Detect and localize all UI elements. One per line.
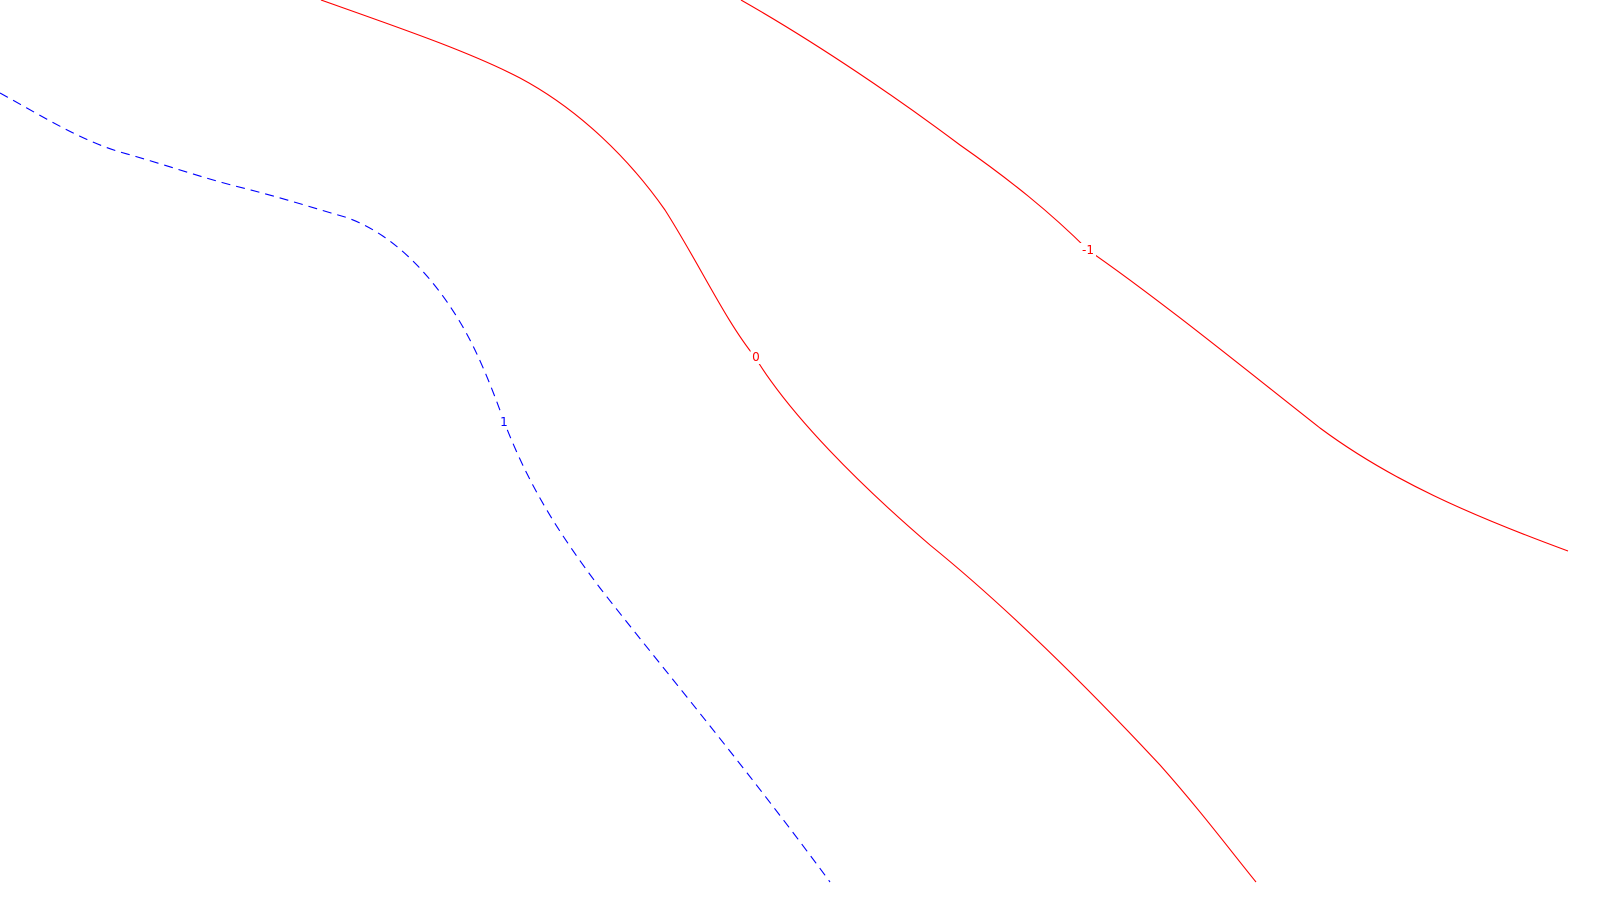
contour-label-level-1: 1	[500, 415, 508, 429]
contour-label-level-0: 0	[752, 350, 760, 364]
contour-labels: 1 0 -1	[498, 243, 1096, 429]
contour-label-gap	[1080, 243, 1096, 257]
contour-lines	[0, 0, 1569, 883]
contour-label-gap	[750, 350, 762, 364]
contour-label-gap	[498, 415, 510, 429]
contour-line-level-0	[320, 0, 1257, 883]
contour-line-level-1	[0, 92, 831, 883]
contour-line-level-neg1	[740, 0, 1569, 552]
contour-label-level-neg1: -1	[1082, 243, 1094, 257]
